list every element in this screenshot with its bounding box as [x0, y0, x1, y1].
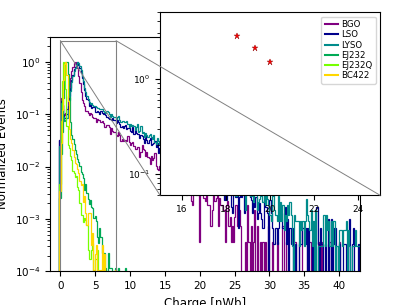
- X-axis label: Charge [nWb]: Charge [nWb]: [164, 297, 246, 305]
- Legend: BGO, LSO, LYSO, EJ232, EJ232Q, BC422: BGO, LSO, LYSO, EJ232, EJ232Q, BC422: [321, 16, 376, 84]
- Y-axis label: Normalized Events: Normalized Events: [0, 99, 9, 210]
- Bar: [60, 41, 116, 271]
